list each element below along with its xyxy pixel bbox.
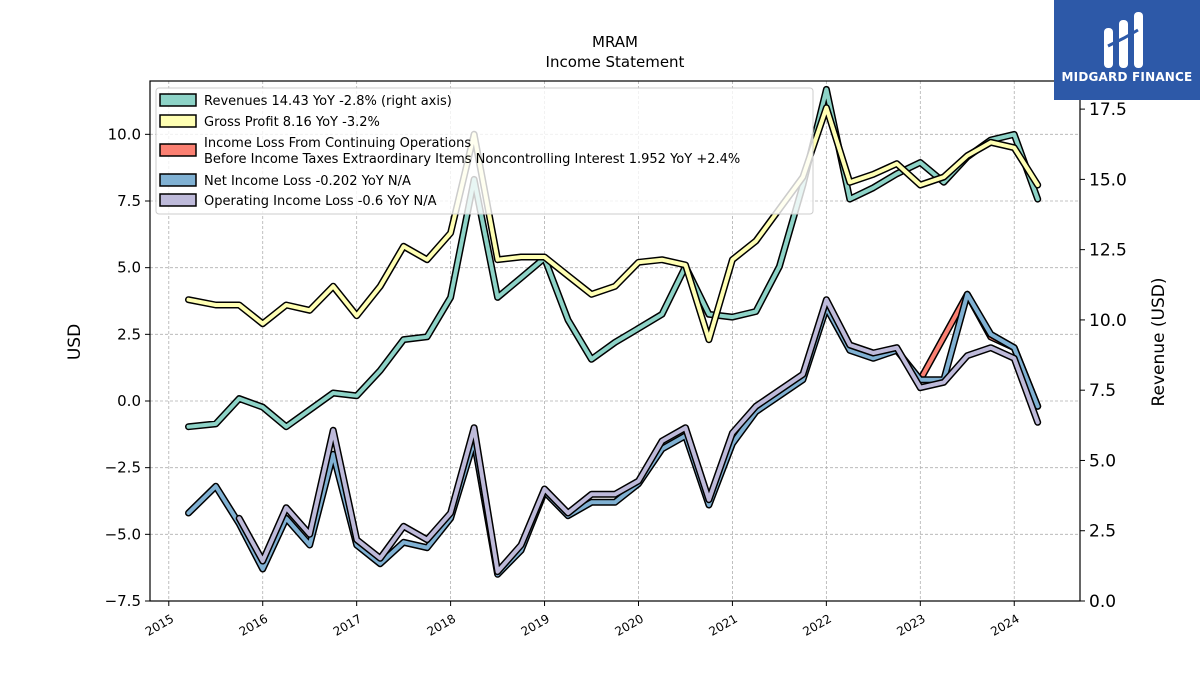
y2-tick-label: 15.0 xyxy=(1089,170,1127,190)
series-outline-net-income-loss xyxy=(185,290,1042,578)
y2-tick-label: 17.5 xyxy=(1089,100,1127,120)
legend-label: Operating Income Loss -0.6 YoY N/A xyxy=(204,194,437,209)
legend-label: Revenues 14.43 YoY -2.8% (right axis) xyxy=(204,94,452,109)
y2-tick-label: 12.5 xyxy=(1089,241,1127,261)
y-tick-label: 10.0 xyxy=(108,125,141,143)
x-tick-label: 2017 xyxy=(331,611,364,638)
series-line-operating-income-loss xyxy=(237,297,1040,574)
x-tick-label: 2021 xyxy=(706,611,739,638)
legend-swatch xyxy=(159,143,197,157)
legend-swatch xyxy=(159,173,197,187)
legend-swatch xyxy=(159,93,197,107)
chart-subtitle: Income Statement xyxy=(546,53,685,71)
y-tick-label: 7.5 xyxy=(117,192,141,210)
x-tick-label: 2022 xyxy=(800,611,833,638)
series-line-revenues xyxy=(186,87,1040,429)
x-tick-label: 2015 xyxy=(143,611,176,638)
y2-tick-label: 2.5 xyxy=(1089,522,1116,542)
legend-label: Income Loss From Continuing Operations Be… xyxy=(204,136,740,167)
x-tick-label: 2023 xyxy=(894,611,927,638)
y2-tick-label: 5.0 xyxy=(1089,451,1116,471)
brand-mark-icon xyxy=(1104,12,1143,68)
y2-tick-label: 7.5 xyxy=(1089,381,1116,401)
brand-logo: MIDGARD FINANCE xyxy=(1054,0,1200,100)
x-tick-label: 2024 xyxy=(988,611,1021,638)
y-tick-label: 5.0 xyxy=(117,259,141,277)
x-tick-label: 2016 xyxy=(237,611,270,638)
legend-label: Net Income Loss -0.202 YoY N/A xyxy=(204,174,411,189)
legend-label-line: Before Income Taxes Extraordinary Items … xyxy=(204,152,740,167)
plot-frame xyxy=(149,80,1081,602)
legend-swatch xyxy=(159,114,197,128)
y-tick-label: 0.0 xyxy=(117,392,141,410)
brand-name: MIDGARD FINANCE xyxy=(1061,70,1193,84)
x-tick-label: 2018 xyxy=(425,611,458,638)
series-outline-operating-income-loss xyxy=(235,296,1042,576)
y-tick-label: −5.0 xyxy=(105,525,141,543)
y-tick-label: −7.5 xyxy=(105,592,141,610)
y-tick-label: 2.5 xyxy=(117,325,141,343)
legend-label: Gross Profit 8.16 YoY -3.2% xyxy=(204,115,380,130)
y2-axis-label: Revenue (USD) xyxy=(1149,277,1169,406)
series-layer xyxy=(185,85,1042,578)
y2-tick-label: 0.0 xyxy=(1089,592,1116,612)
legend: Revenues 14.43 YoY -2.8% (right axis) Gro… xyxy=(155,87,814,215)
legend-swatch xyxy=(159,193,197,207)
series-line-gross-profit xyxy=(186,105,1040,342)
legend-box xyxy=(155,87,814,215)
x-tick-label: 2020 xyxy=(613,611,646,638)
y-tick-label: −2.5 xyxy=(105,459,141,477)
legend-label-line: Income Loss From Continuing Operations xyxy=(204,136,471,151)
y-axis-label: USD xyxy=(65,324,85,360)
x-tick-label: 2019 xyxy=(519,611,552,638)
y2-tick-label: 10.0 xyxy=(1089,311,1127,331)
chart-title: MRAM xyxy=(592,33,638,51)
